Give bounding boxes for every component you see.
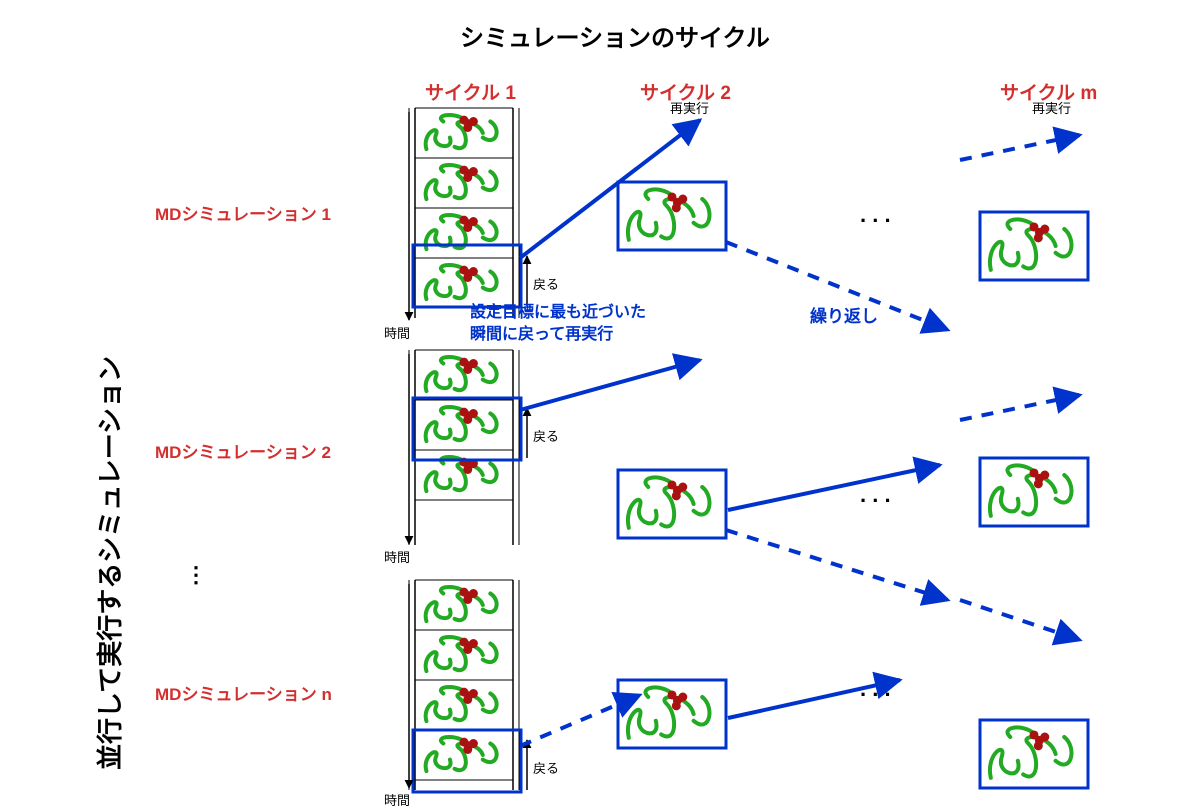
return-label-1: 戻る xyxy=(533,274,559,293)
return-label-n: 戻る xyxy=(533,758,559,777)
row-n-label: MDシミュレーション n xyxy=(155,680,332,705)
row-1-label: MDシミュレーション 1 xyxy=(155,200,331,225)
flow-arrow-dashed xyxy=(726,530,948,600)
ellipsis-h-1: . . . xyxy=(860,202,891,228)
ellipsis-v: ⋮ xyxy=(185,562,207,588)
snapshot-box xyxy=(618,680,726,748)
ellipsis-h-2: . . . xyxy=(860,482,891,508)
rerun-label-1: 再実行 xyxy=(670,98,709,117)
cycle-1-label: サイクル 1 xyxy=(425,78,516,105)
flow-arrow-dashed xyxy=(960,395,1080,420)
flow-arrow-dashed xyxy=(960,135,1080,160)
snapshot-box xyxy=(980,458,1088,526)
filmstrip xyxy=(409,108,519,318)
rerun-label-2: 再実行 xyxy=(1032,98,1071,117)
title-top: シミュレーションのサイクル xyxy=(460,18,770,53)
row-2-label: MDシミュレーション 2 xyxy=(155,438,331,463)
repeat-label: 繰り返し xyxy=(810,302,878,327)
note-line-1: 設定目標に最も近づいた xyxy=(470,298,646,322)
time-label-1: 時間 xyxy=(384,323,410,342)
return-label-2: 戻る xyxy=(533,426,559,445)
flow-arrow xyxy=(520,360,700,410)
time-label-2: 時間 xyxy=(384,547,410,566)
filmstrip xyxy=(409,350,519,545)
snapshot-box xyxy=(618,182,726,250)
filmstrip xyxy=(409,580,519,790)
snapshot-box xyxy=(980,212,1088,280)
title-left: 並行して実行するシミュレーション xyxy=(90,356,127,770)
ellipsis-h-3: . . . xyxy=(860,676,891,702)
flow-arrow-dashed xyxy=(960,600,1080,640)
snapshot-box xyxy=(618,470,726,538)
note-line-2: 瞬間に戻って再実行 xyxy=(470,320,613,344)
flow-arrow xyxy=(728,465,940,510)
snapshot-box xyxy=(980,720,1088,788)
